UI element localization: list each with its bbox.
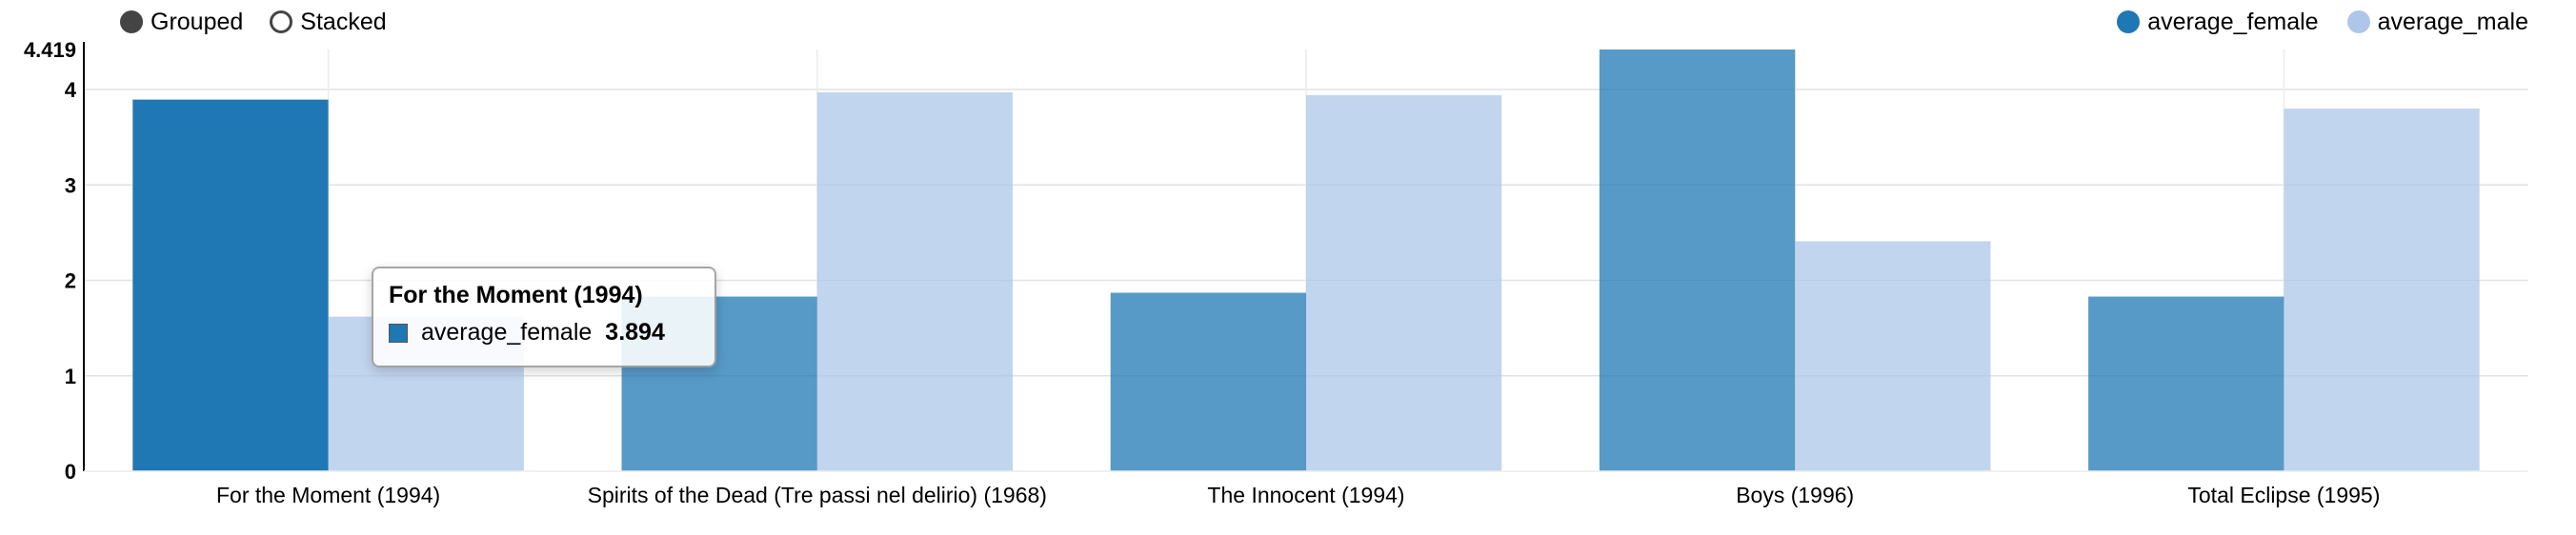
y-tick-label: 0 (65, 460, 76, 484)
chart-mode-controls: Grouped Stacked (120, 6, 387, 38)
stacked-label: Stacked (300, 8, 387, 35)
y-tick-label: 1 (65, 365, 76, 388)
legend-dot-icon (2346, 10, 2370, 33)
legend-item-average-female[interactable]: average_female (2117, 8, 2319, 36)
grouped-radio[interactable]: Grouped (120, 9, 243, 36)
x-tick-label: For the Moment (1994) (216, 483, 440, 507)
stacked-radio-icon (270, 10, 293, 33)
bar-average_female-3 (1599, 50, 1796, 471)
bar-average_male-4 (2284, 109, 2480, 472)
x-tick-label: Total Eclipse (1995) (2187, 483, 2380, 507)
y-tick-label: 2 (65, 269, 76, 293)
bar-average_male-2 (1306, 95, 1502, 472)
bar-tooltip: For the Moment (1994) average_female 3.8… (372, 267, 716, 367)
y-tick-label: 4 (65, 78, 77, 102)
grouped-radio-icon (120, 10, 143, 33)
y-max-label: 4.419 (24, 38, 76, 62)
bar-average_female-0 (132, 99, 329, 472)
tooltip-series-label: average_female (421, 319, 593, 346)
legend-label: average_male (2377, 8, 2528, 35)
tooltip-value: 3.894 (605, 319, 665, 346)
tooltip-swatch-icon (389, 323, 408, 343)
legend-dot-icon (2117, 10, 2141, 33)
bar-average_female-4 (2088, 296, 2284, 471)
grouped-label: Grouped (151, 8, 244, 35)
stacked-radio[interactable]: Stacked (270, 8, 387, 36)
bar-average_male-1 (816, 92, 1014, 471)
chart-legend: average_female average_male (2117, 6, 2528, 38)
bar-average_male-3 (1795, 241, 1991, 471)
bar-average_female-2 (1110, 292, 1306, 471)
legend-item-average-male[interactable]: average_male (2346, 8, 2528, 36)
y-tick-label: 3 (65, 173, 76, 197)
x-tick-label: Spirits of the Dead (Tre passi nel delir… (588, 483, 1047, 507)
tooltip-title: For the Moment (1994) (389, 282, 643, 308)
x-tick-label: The Innocent (1994) (1207, 483, 1404, 507)
legend-label: average_female (2147, 8, 2319, 35)
tooltip-row: average_female 3.894 (389, 319, 699, 347)
x-tick-label: Boys (1996) (1736, 483, 1854, 507)
